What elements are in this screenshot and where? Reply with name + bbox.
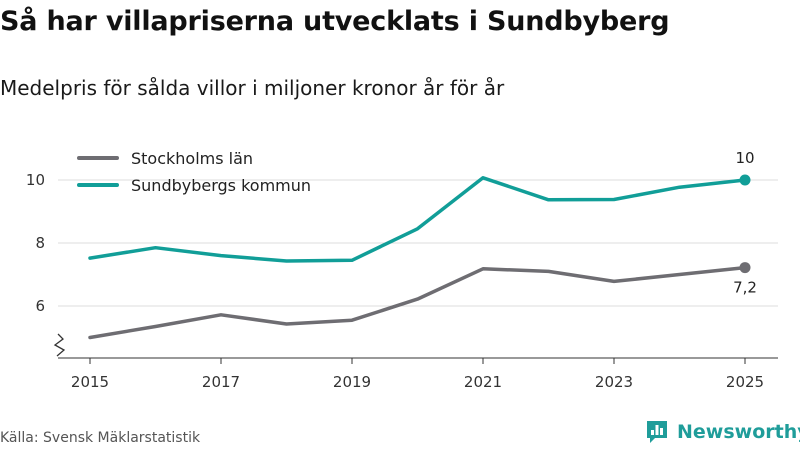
brand-name: Newsworthy	[677, 421, 800, 443]
bar-chart-logo-icon	[647, 421, 667, 443]
chart-subtitle: Medelpris för sålda villor i miljoner kr…	[0, 76, 505, 100]
x-tick-label: 2017	[202, 373, 240, 391]
x-tick-label: 2019	[333, 373, 371, 391]
legend-label-2: Sundbybergs kommun	[131, 176, 311, 195]
source-note: Källa: Svensk Mäklarstatistik	[0, 430, 201, 446]
x-tick-label: 2023	[595, 373, 633, 391]
y-tick-label: 8	[35, 234, 45, 252]
axes: 6 8 10 2015 2017 2019 2021 2023 2025	[26, 171, 778, 391]
series-endpoint-1	[739, 262, 751, 274]
chart-title: Så har villapriserna utvecklats i Sundby…	[0, 6, 670, 37]
x-tick-label: 2015	[71, 373, 109, 391]
legend: Stockholms län Sundbybergs kommun	[77, 149, 311, 195]
series-line-2	[88, 176, 747, 263]
y-tick-label: 6	[35, 297, 45, 315]
series-endpoint-2	[739, 174, 751, 186]
series-line-1	[88, 265, 747, 340]
brand-logo: Newsworthy	[645, 419, 800, 445]
legend-label-1: Stockholms län	[131, 149, 253, 168]
x-tick-label: 2021	[464, 373, 502, 391]
gridlines	[58, 179, 778, 307]
series-end-label-2: 10	[735, 149, 754, 167]
y-tick-label: 10	[26, 171, 45, 189]
series-lines: 7,2 10	[88, 149, 757, 340]
x-tick-label: 2025	[726, 373, 764, 391]
series-end-label-1: 7,2	[733, 279, 757, 297]
axis-break-icon	[53, 333, 66, 357]
